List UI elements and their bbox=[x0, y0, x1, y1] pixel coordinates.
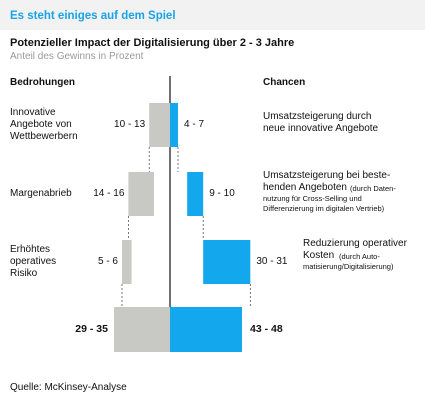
threat-label: Angebote von bbox=[10, 119, 72, 130]
threat-label: Innovative bbox=[10, 107, 56, 118]
chance-range-label: 9 - 10 bbox=[209, 188, 235, 199]
threat-range-label: 14 - 16 bbox=[93, 188, 125, 199]
chance-detail: nutzung für Cross-Selling und bbox=[263, 194, 362, 203]
chances-header: Chancen bbox=[263, 77, 306, 88]
header-bar bbox=[0, 0, 425, 30]
chance-label: neue innovative Angebote bbox=[263, 123, 379, 134]
threat-total-bar bbox=[114, 307, 170, 352]
threat-bar-1 bbox=[149, 103, 170, 147]
chance-detail: (durch Auto- bbox=[339, 252, 380, 261]
chance-detail: matisierung/Digitalisierung) bbox=[303, 262, 394, 271]
chance-bar-2 bbox=[187, 172, 204, 216]
chance-label: Umsatzsteigerung bei beste- bbox=[263, 170, 391, 181]
threat-label: Wettbewerbern bbox=[10, 131, 78, 142]
threat-label: Risiko bbox=[10, 268, 38, 279]
threat-bar-2 bbox=[128, 172, 154, 216]
chance-range-label: 30 - 31 bbox=[256, 256, 288, 267]
chance-detail: Differenzierung im digitalen Vertrieb) bbox=[263, 204, 385, 213]
chance-bar-1 bbox=[170, 103, 178, 147]
chance-label: henden Angeboten bbox=[263, 182, 347, 193]
chance-total-label: 43 - 48 bbox=[250, 322, 283, 335]
kicker-title: Es steht einiges auf dem Spiel bbox=[10, 10, 176, 22]
chance-label: Reduzierung operativer bbox=[303, 238, 407, 249]
source-note: Quelle: McKinsey-Analyse bbox=[10, 382, 127, 393]
threat-range-label: 5 - 6 bbox=[97, 256, 118, 267]
chart-title: Potenzieller Impact der Digitalisierung … bbox=[10, 37, 295, 49]
chance-label: Umsatzsteigerung durch bbox=[263, 111, 372, 122]
threat-bar-3 bbox=[122, 240, 132, 284]
chance-total-bar bbox=[170, 307, 242, 352]
threats-header: Bedrohungen bbox=[10, 77, 75, 88]
threat-total-label: 29 - 35 bbox=[75, 322, 108, 335]
chance-bar-3 bbox=[203, 240, 251, 284]
chance-range-label: 4 - 7 bbox=[184, 119, 205, 130]
threat-label: Margenabrieb bbox=[10, 188, 72, 199]
chance-detail: (durch Daten- bbox=[350, 184, 396, 193]
threat-range-label: 10 - 13 bbox=[114, 119, 146, 130]
chance-label: Kosten bbox=[303, 250, 335, 261]
chart-subtitle: Anteil des Gewinns in Prozent bbox=[10, 51, 144, 62]
threat-label: operatives bbox=[10, 256, 57, 267]
threat-label: Erhöhtes bbox=[10, 244, 51, 255]
